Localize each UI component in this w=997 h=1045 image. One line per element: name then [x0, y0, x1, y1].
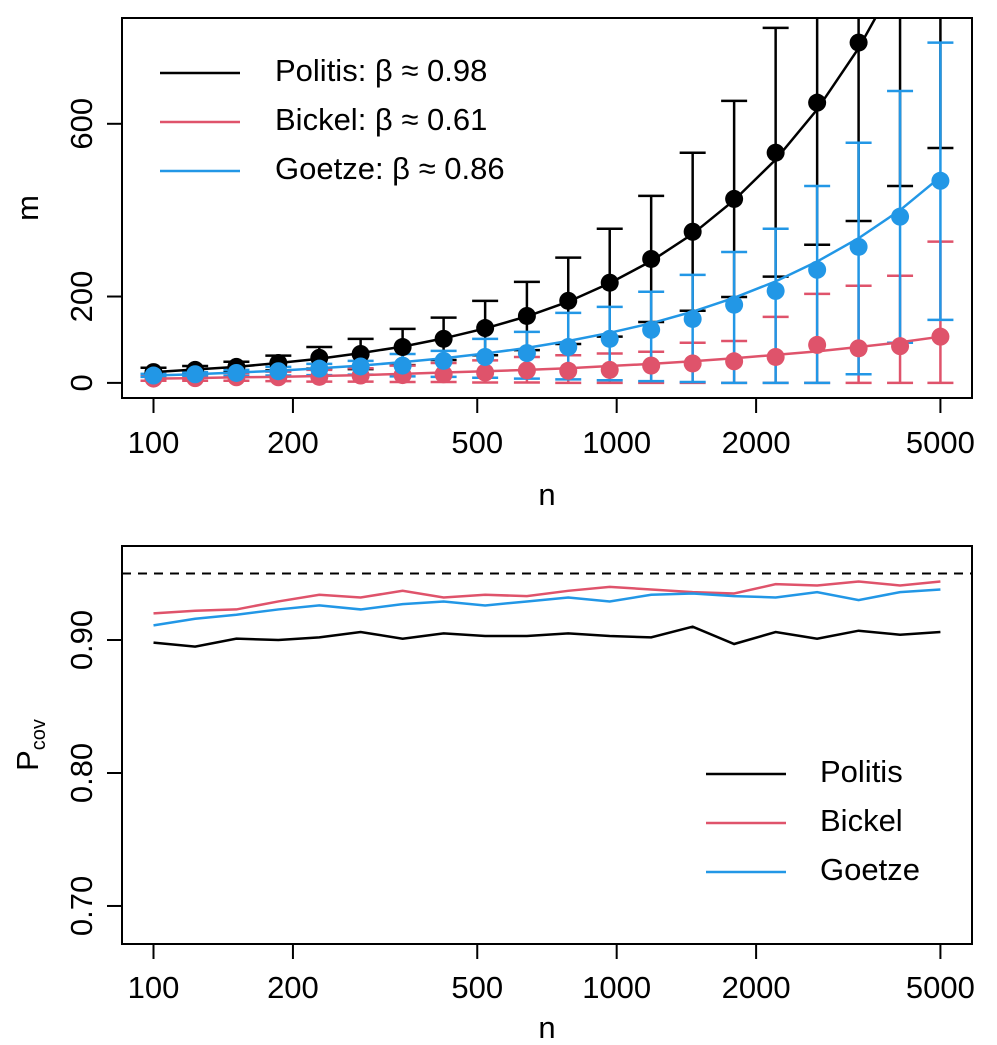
point — [476, 363, 495, 382]
point — [186, 365, 205, 384]
point — [642, 249, 661, 268]
x-tick-label: 1000 — [582, 970, 651, 1005]
point — [559, 291, 578, 310]
series-line — [153, 580, 941, 615]
point — [600, 360, 619, 379]
point — [600, 329, 619, 348]
point — [683, 354, 702, 373]
legend-label: Politis: β ≈ 0.98 — [275, 53, 487, 88]
point — [766, 347, 785, 366]
plot-frame — [121, 17, 973, 399]
point — [891, 207, 910, 226]
point — [144, 366, 163, 385]
point — [476, 347, 495, 366]
point — [434, 351, 453, 370]
point — [725, 189, 744, 208]
point — [808, 93, 827, 112]
x-tick-label: 1000 — [582, 425, 651, 460]
y-tick-label: 600 — [64, 98, 99, 150]
point — [642, 320, 661, 339]
y-axis-label-main: m — [10, 195, 45, 221]
point — [683, 309, 702, 328]
point — [476, 319, 495, 338]
point — [849, 33, 868, 52]
series-line — [153, 588, 941, 627]
legend-label: Goetze — [820, 852, 920, 887]
plot-frame — [121, 545, 973, 945]
y-axis-label: m — [10, 195, 45, 221]
point — [517, 344, 536, 363]
series-line — [153, 625, 941, 648]
point — [269, 362, 288, 381]
point — [931, 171, 950, 190]
point — [808, 335, 827, 354]
point — [393, 338, 412, 357]
point — [808, 260, 827, 279]
point — [725, 352, 744, 371]
x-tick-label: 500 — [451, 970, 503, 1005]
point — [766, 281, 785, 300]
plot-area — [122, 572, 972, 648]
point — [310, 359, 329, 378]
point — [891, 337, 910, 356]
point — [517, 361, 536, 380]
panel: 100 200 500 1000 2000 5000 0 200 600 n m Politis: β… — [10, 17, 975, 512]
x-tick-label: 200 — [267, 970, 319, 1005]
y-tick-label: 0.90 — [64, 610, 99, 670]
point — [642, 356, 661, 375]
point — [725, 295, 744, 314]
point — [766, 143, 785, 162]
x-tick-label: 5000 — [906, 425, 975, 460]
legend-label: Bickel: β ≈ 0.61 — [275, 102, 487, 137]
point — [559, 338, 578, 357]
x-tick-label: 5000 — [906, 970, 975, 1005]
point — [434, 329, 453, 348]
x-tick-label: 2000 — [722, 425, 791, 460]
x-tick-label: 500 — [451, 425, 503, 460]
y-axis-label-sub: cov — [28, 719, 50, 750]
y-axis-label: Pcov — [10, 719, 50, 771]
point — [849, 339, 868, 358]
error-bar — [845, 141, 872, 376]
point — [393, 356, 412, 375]
y-axis-label-main: P — [10, 750, 45, 771]
legend-label: Goetze: β ≈ 0.86 — [275, 151, 505, 186]
x-axis-label: n — [538, 477, 555, 512]
legend-label: Bickel — [820, 803, 903, 838]
point — [683, 222, 702, 241]
legend-label: Politis — [820, 754, 903, 789]
plot-area — [140, 18, 954, 388]
y-tick-label: 0.80 — [64, 743, 99, 803]
point — [849, 237, 868, 256]
x-tick-label: 2000 — [722, 970, 791, 1005]
panel: 100 200 500 1000 2000 5000 0.70 0.80 0.90 n Pcov Po… — [10, 545, 975, 1045]
x-tick-label: 100 — [128, 970, 180, 1005]
point — [600, 273, 619, 292]
point — [227, 363, 246, 382]
point — [931, 327, 950, 346]
point — [351, 357, 370, 376]
y-tick-label: 0 — [64, 374, 99, 391]
y-tick-label: 0.70 — [64, 876, 99, 936]
point — [517, 306, 536, 325]
x-tick-label: 100 — [128, 425, 180, 460]
x-tick-label: 200 — [267, 425, 319, 460]
point — [559, 361, 578, 380]
point — [351, 344, 370, 363]
y-tick-label: 200 — [64, 271, 99, 323]
point — [434, 365, 453, 384]
x-axis-label: n — [538, 1010, 555, 1045]
